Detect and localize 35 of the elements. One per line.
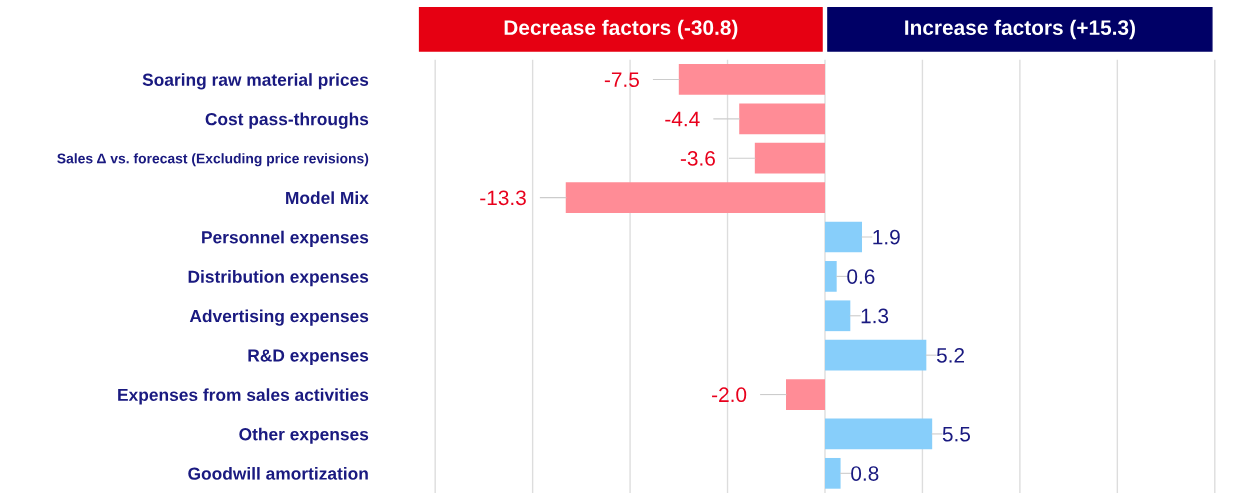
- y-tick-label: Other expenses: [239, 427, 369, 444]
- y-tick-label: Advertising expenses: [189, 309, 369, 326]
- bar: [824, 300, 851, 332]
- data-label: -7.5: [604, 72, 639, 88]
- bar: [565, 182, 825, 213]
- data-label: -2.0: [712, 387, 747, 403]
- bar: [824, 221, 863, 253]
- y-tick-label: Expenses from sales activities: [118, 388, 369, 405]
- bar: [824, 261, 837, 292]
- text: Decrease factors (-30.8): [504, 19, 738, 40]
- y-tick-label: Distribution expenses: [188, 270, 369, 287]
- data-label: 5.2: [936, 347, 964, 363]
- y-tick-label: R&D expenses: [248, 349, 369, 366]
- data-label: 5.5: [942, 426, 971, 442]
- bar: [824, 339, 927, 371]
- y-tick-label: Cost pass-throughs: [205, 112, 369, 129]
- bar: [678, 64, 825, 95]
- y-tick-label: Model Mix: [286, 191, 369, 205]
- bar: [824, 457, 841, 489]
- text: Increase factors (+15.3): [905, 19, 1135, 40]
- data-label: 0.6: [847, 269, 875, 284]
- y-tick-label: Sales Δ vs. forecast (Excluding price revisions): [57, 153, 369, 167]
- y-tick-label: Goodwill amortization: [188, 467, 368, 480]
- data-label: 0.8: [851, 466, 879, 481]
- data-label: 1.3: [861, 308, 889, 324]
- bar: [754, 142, 825, 174]
- y-tick-label: Soaring raw material prices: [142, 73, 369, 90]
- data-label: -3.6: [680, 151, 715, 166]
- data-label: -4.4: [665, 111, 700, 127]
- bar: [739, 103, 825, 135]
- bar: [824, 418, 933, 450]
- data-label: 1.9: [873, 229, 900, 245]
- data-label: -13.3: [480, 190, 526, 206]
- bar: [786, 379, 825, 410]
- y-tick-label: Personnel expenses: [202, 230, 369, 247]
